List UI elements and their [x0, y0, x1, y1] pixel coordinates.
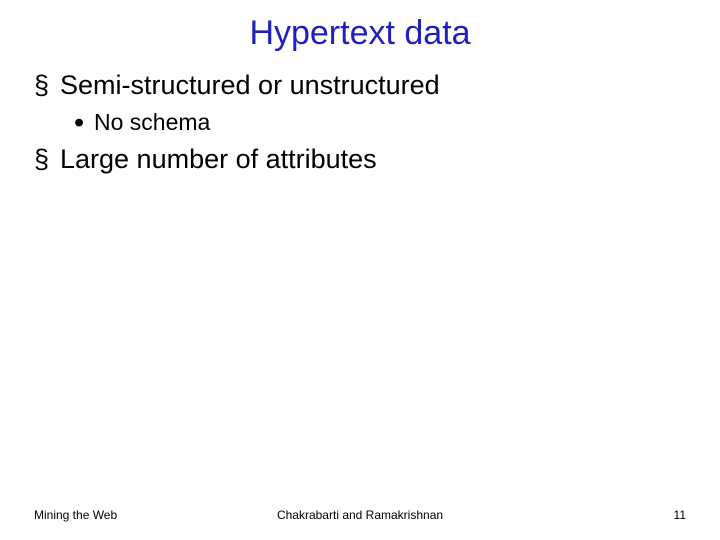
- bullet-text: Large number of attributes: [60, 144, 377, 175]
- square-bullet-icon: §: [34, 70, 60, 101]
- footer-center: Chakrabarti and Ramakrishnan: [0, 508, 720, 522]
- bullet-text: No schema: [94, 109, 210, 136]
- footer-page-number: 11: [674, 508, 686, 522]
- slide-content: § Semi-structured or unstructured • No s…: [34, 70, 680, 181]
- slide-title: Hypertext data: [249, 14, 470, 52]
- bullet-text: Semi-structured or unstructured: [60, 70, 440, 101]
- bullet-level2: • No schema: [74, 107, 680, 136]
- dot-bullet-icon: •: [74, 109, 94, 138]
- slide-title-container: Hypertext data: [0, 14, 720, 53]
- slide: Hypertext data § Semi-structured or unst…: [0, 0, 720, 540]
- square-bullet-icon: §: [34, 144, 60, 175]
- bullet-level1: § Large number of attributes: [34, 144, 680, 175]
- bullet-level1: § Semi-structured or unstructured: [34, 70, 680, 101]
